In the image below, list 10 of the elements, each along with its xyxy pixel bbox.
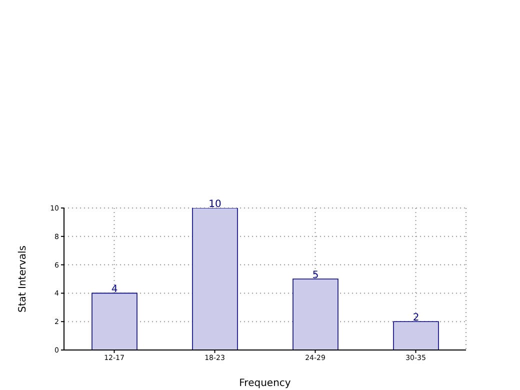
data-label: 2 [412,312,420,324]
data-label: 5 [312,270,319,281]
bar [192,208,238,350]
data-label: 10 [208,199,222,210]
y-axis-title: Stat Intervals [18,245,29,313]
bar [92,292,138,350]
bar [393,321,439,350]
bar [292,278,338,350]
data-label: 4 [111,284,118,296]
x-axis-title: Frequency [239,378,291,389]
